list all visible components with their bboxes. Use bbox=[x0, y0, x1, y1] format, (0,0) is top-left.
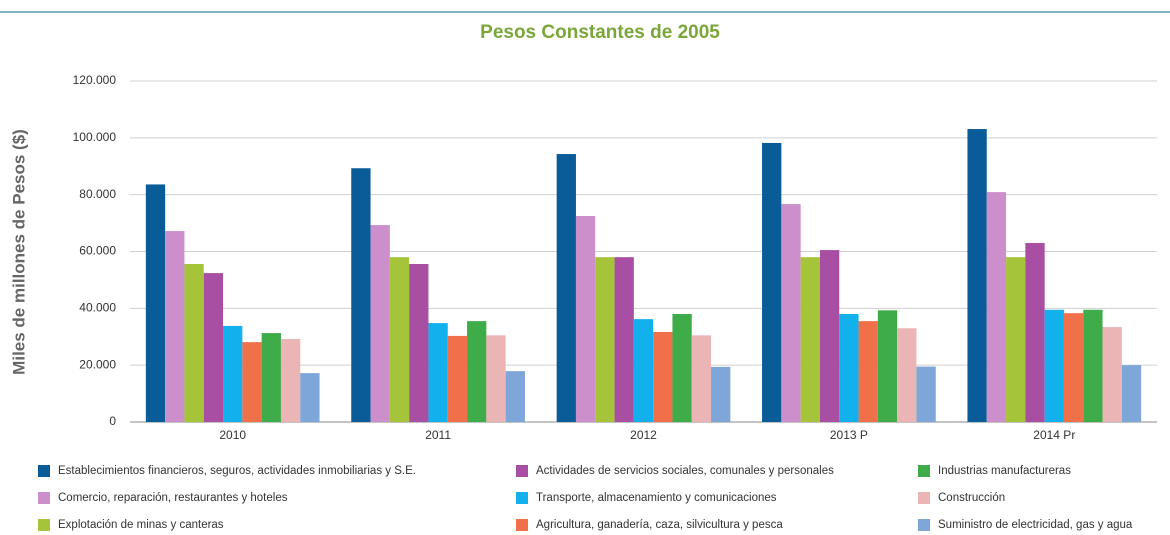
x-tick-label: 2012 bbox=[630, 428, 657, 442]
chart-title: Pesos Constantes de 2005 bbox=[480, 22, 720, 43]
bar bbox=[447, 335, 468, 422]
bar bbox=[556, 154, 576, 423]
legend-swatch bbox=[918, 492, 930, 504]
bar bbox=[711, 366, 731, 422]
bar bbox=[351, 168, 371, 422]
x-tick-label: 2011 bbox=[425, 428, 451, 442]
bar bbox=[428, 323, 448, 422]
legend-swatch bbox=[516, 519, 528, 531]
legend-label: Establecimientos financieros, seguros, a… bbox=[58, 465, 416, 477]
bar bbox=[184, 264, 204, 422]
legend-swatch bbox=[918, 519, 930, 531]
bar bbox=[1025, 242, 1045, 422]
bar bbox=[409, 264, 429, 422]
legend-label: Industrias manufactureras bbox=[938, 465, 1071, 477]
x-tick-label: 2013 P bbox=[830, 428, 868, 442]
bar bbox=[839, 314, 859, 422]
bar bbox=[986, 192, 1007, 422]
bar bbox=[595, 257, 615, 422]
bar bbox=[242, 342, 262, 422]
y-axis-title: Miles de millones de Pesos ($) bbox=[9, 129, 28, 375]
legend-label: Comercio, reparación, restaurantes y hot… bbox=[58, 492, 288, 504]
bar bbox=[261, 333, 281, 422]
bar bbox=[1083, 309, 1103, 422]
bar bbox=[877, 310, 898, 422]
bar bbox=[967, 129, 987, 422]
bar bbox=[370, 225, 390, 422]
bar bbox=[819, 250, 840, 422]
legend-swatch bbox=[38, 519, 50, 531]
bar bbox=[575, 215, 596, 422]
bar bbox=[672, 314, 692, 422]
bar bbox=[1006, 257, 1026, 422]
bar bbox=[300, 373, 320, 422]
bar bbox=[1044, 309, 1064, 422]
x-tick-label: 2010 bbox=[219, 428, 246, 442]
bar bbox=[653, 331, 673, 422]
legend-swatch bbox=[516, 465, 528, 477]
y-tick-label: 40.000 bbox=[79, 301, 116, 315]
bar bbox=[203, 273, 224, 422]
bar bbox=[691, 335, 712, 422]
bar bbox=[505, 371, 525, 422]
bar bbox=[223, 325, 243, 422]
bar bbox=[858, 321, 878, 422]
legend-label: Agricultura, ganadería, caza, silvicultu… bbox=[536, 519, 783, 531]
bar bbox=[1102, 327, 1122, 422]
legend-swatch bbox=[38, 492, 50, 504]
bar bbox=[145, 184, 166, 422]
bar bbox=[781, 204, 801, 422]
x-tick-label: 2014 Pr bbox=[1033, 428, 1075, 442]
bar bbox=[389, 257, 410, 422]
bar bbox=[467, 321, 487, 422]
legend-swatch bbox=[38, 465, 50, 477]
bar bbox=[1063, 313, 1084, 422]
bar bbox=[916, 366, 936, 422]
legend-label: Actividades de servicios sociales, comun… bbox=[536, 465, 834, 477]
y-tick-label: 80.000 bbox=[79, 187, 116, 201]
legend-label: Construcción bbox=[938, 492, 1005, 504]
y-tick-label: 100.000 bbox=[73, 130, 117, 144]
legend-label: Explotación de minas y canteras bbox=[58, 519, 224, 531]
bar bbox=[762, 142, 782, 422]
bar bbox=[633, 319, 654, 422]
y-tick-label: 120.000 bbox=[73, 73, 117, 87]
legend-swatch bbox=[918, 465, 930, 477]
bar bbox=[800, 257, 820, 422]
bar bbox=[280, 339, 301, 422]
bar bbox=[165, 231, 185, 422]
legend-label: Transporte, almacenamiento y comunicacio… bbox=[536, 492, 777, 504]
y-tick-label: 60.000 bbox=[79, 244, 116, 258]
legend-swatch bbox=[516, 492, 528, 504]
bar bbox=[1121, 365, 1142, 422]
bar bbox=[486, 335, 506, 422]
legend-label: Suministro de electricidad, gas y agua bbox=[938, 519, 1133, 531]
bar bbox=[614, 257, 634, 422]
y-tick-label: 20.000 bbox=[79, 357, 116, 371]
y-tick-label: 0 bbox=[109, 414, 116, 428]
bar bbox=[897, 328, 917, 422]
